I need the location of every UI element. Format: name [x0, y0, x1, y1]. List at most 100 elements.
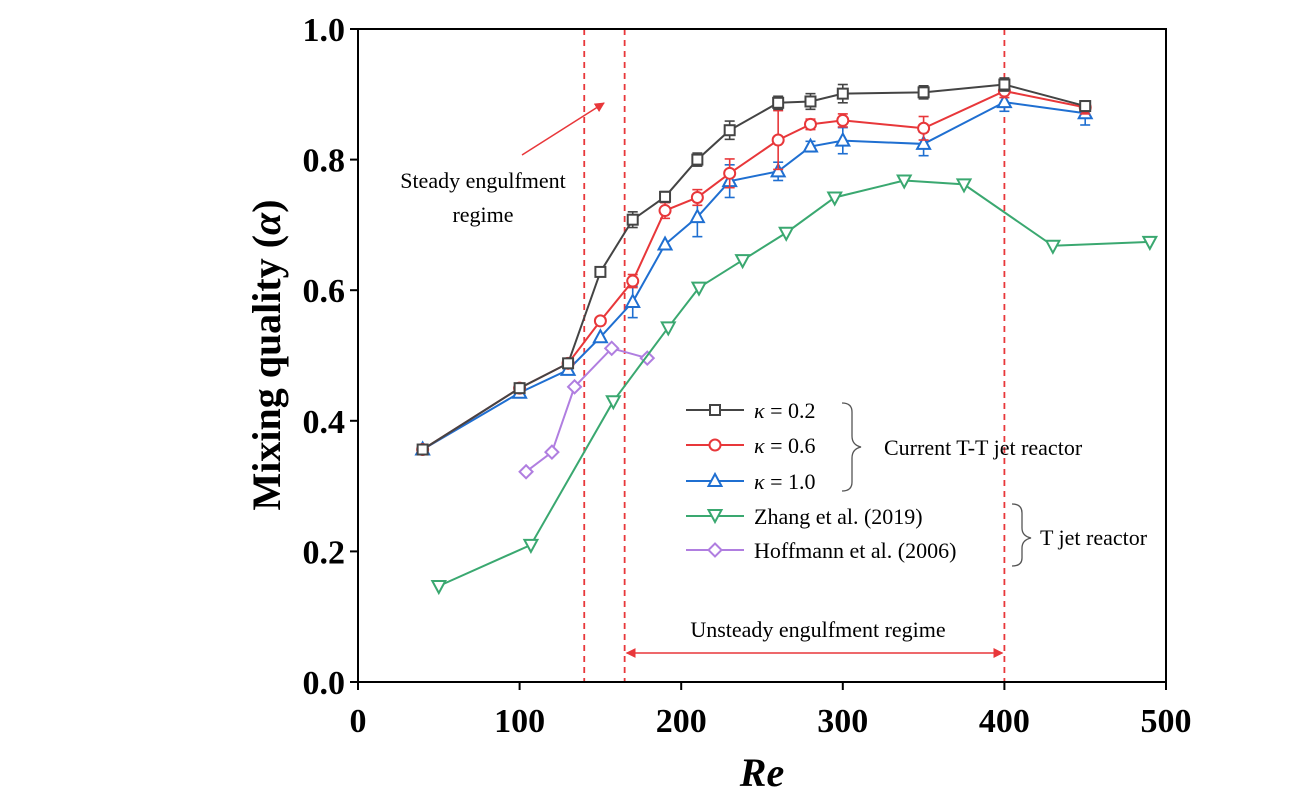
data-point-triangle-down — [955, 178, 973, 194]
legend-brace-current — [841, 402, 862, 492]
y-axis-title: Mixing quality (α) — [244, 199, 289, 510]
data-point-square — [562, 357, 575, 370]
data-point-circle — [690, 190, 704, 204]
y-tick-label: 0.6 — [303, 273, 346, 310]
data-point-triangle-down — [690, 281, 708, 297]
legend-marker-triangle-up — [706, 471, 724, 487]
data-point-square — [917, 86, 930, 99]
legend-label-0-symbol: κ — [754, 398, 765, 423]
legend-item-4: Hoffmann et al. (2006) — [686, 538, 956, 563]
data-point-diamond — [544, 444, 560, 461]
legend-item-0: κ = 0.2 — [686, 398, 815, 423]
data-point-triangle-down — [522, 538, 540, 554]
legend-marker-triangle-down — [706, 509, 724, 525]
data-point-square — [594, 265, 607, 278]
data-point-triangle-down — [1141, 235, 1159, 251]
legend-brace-t-jet — [1011, 503, 1032, 567]
y-tick-label: 0.8 — [303, 143, 346, 180]
plot-frame — [357, 28, 1167, 683]
legend-marker-circle — [708, 438, 722, 452]
data-point-diamond — [518, 463, 534, 480]
series-0 — [416, 77, 1092, 456]
data-point-square — [416, 443, 429, 456]
series-line — [422, 83, 1086, 451]
data-point-triangle-down — [896, 174, 913, 190]
legend-marker-square — [709, 404, 721, 416]
data-point-triangle-up — [769, 162, 787, 178]
data-point-square — [723, 124, 736, 137]
data-point-circle — [917, 121, 931, 135]
data-point-triangle-down — [734, 254, 751, 270]
data-point-triangle-down — [826, 191, 843, 207]
data-point-square — [626, 213, 639, 226]
regime-boundary-lines — [583, 29, 1006, 682]
svg-text:κ = 0.2: κ = 0.2 — [754, 398, 815, 423]
legend-item-3: Zhang et al. (2019) — [686, 504, 923, 529]
legend-label-4: Hoffmann et al. (2006) — [754, 538, 956, 563]
series-layer — [414, 77, 1159, 596]
series-line — [422, 89, 1086, 451]
data-point-circle — [803, 117, 817, 131]
x-tick-label: 300 — [817, 703, 868, 740]
series-3 — [430, 174, 1159, 596]
data-point-triangle-up — [689, 207, 706, 224]
x-tick-label: 400 — [979, 703, 1030, 740]
data-point-triangle-up — [802, 137, 819, 153]
legend-label-1-symbol: κ — [754, 433, 765, 458]
data-point-diamond — [603, 340, 620, 357]
x-axis-title: Re — [739, 750, 784, 795]
data-point-square — [804, 95, 817, 108]
y-axis-title-close: ) — [244, 199, 289, 212]
data-point-triangle-up — [624, 292, 641, 308]
unsteady-regime-annotation: Unsteady engulfment regime — [625, 617, 1004, 658]
y-tick-label: 1.0 — [303, 12, 346, 49]
axis-ticks: 0 100 200 300 400 500 0.0 0.2 0.4 0.6 0.8 1.0 — [303, 12, 1192, 740]
steady-regime-annotation: Steady engulfment regime — [400, 102, 605, 227]
data-point-triangle-down — [778, 226, 795, 242]
x-tick-label: 100 — [494, 703, 545, 740]
legend-group-t-jet-label: T jet reactor — [1040, 525, 1148, 550]
y-tick-label: 0.0 — [303, 665, 346, 702]
data-point-triangle-up — [834, 131, 851, 147]
y-axis-title-main: Mixing quality ( — [244, 235, 289, 511]
legend-label-3: Zhang et al. (2019) — [754, 504, 923, 529]
x-tick-label: 500 — [1141, 703, 1192, 740]
data-point-circle — [723, 166, 737, 180]
data-point-triangle-down — [1044, 239, 1062, 255]
y-axis-title-symbol: α — [244, 212, 289, 235]
data-point-circle — [836, 113, 850, 127]
data-point-square — [691, 153, 704, 166]
y-tick-label: 0.4 — [303, 404, 346, 441]
series-4 — [518, 340, 656, 480]
steady-regime-label-line2: regime — [452, 202, 513, 227]
y-tick-label: 0.2 — [303, 534, 346, 571]
data-point-triangle-up — [656, 235, 674, 251]
data-point-square — [836, 87, 849, 100]
unsteady-regime-label: Unsteady engulfment regime — [690, 617, 945, 642]
legend-marker-diamond — [707, 542, 723, 558]
data-point-triangle-down — [430, 580, 447, 596]
steady-regime-arrow — [521, 102, 605, 156]
data-point-triangle-up — [915, 134, 932, 150]
legend-item-2: κ = 1.0 — [686, 469, 815, 494]
data-point-circle — [658, 204, 672, 218]
legend-label-2-value: = 1.0 — [765, 469, 816, 494]
svg-text:κ = 1.0: κ = 1.0 — [754, 469, 815, 494]
data-point-circle — [626, 274, 640, 288]
data-point-square — [998, 78, 1011, 91]
x-tick-label: 200 — [656, 703, 707, 740]
series-line — [438, 179, 1150, 587]
svg-text:κ = 0.6: κ = 0.6 — [754, 433, 815, 458]
x-tick-label: 0 — [350, 703, 367, 740]
data-point-triangle-up — [996, 93, 1013, 109]
data-point-triangle-down — [660, 321, 677, 337]
legend-label-0-value: = 0.2 — [765, 398, 816, 423]
legend-label-1-value: = 0.6 — [765, 433, 816, 458]
legend-label-2-symbol: κ — [754, 469, 765, 494]
data-point-diamond — [566, 378, 583, 395]
data-point-square — [513, 382, 526, 395]
data-point-square — [1079, 100, 1092, 113]
legend-group-current-label: Current T-T jet reactor — [884, 435, 1083, 460]
legend-item-1: κ = 0.6 — [686, 433, 815, 458]
